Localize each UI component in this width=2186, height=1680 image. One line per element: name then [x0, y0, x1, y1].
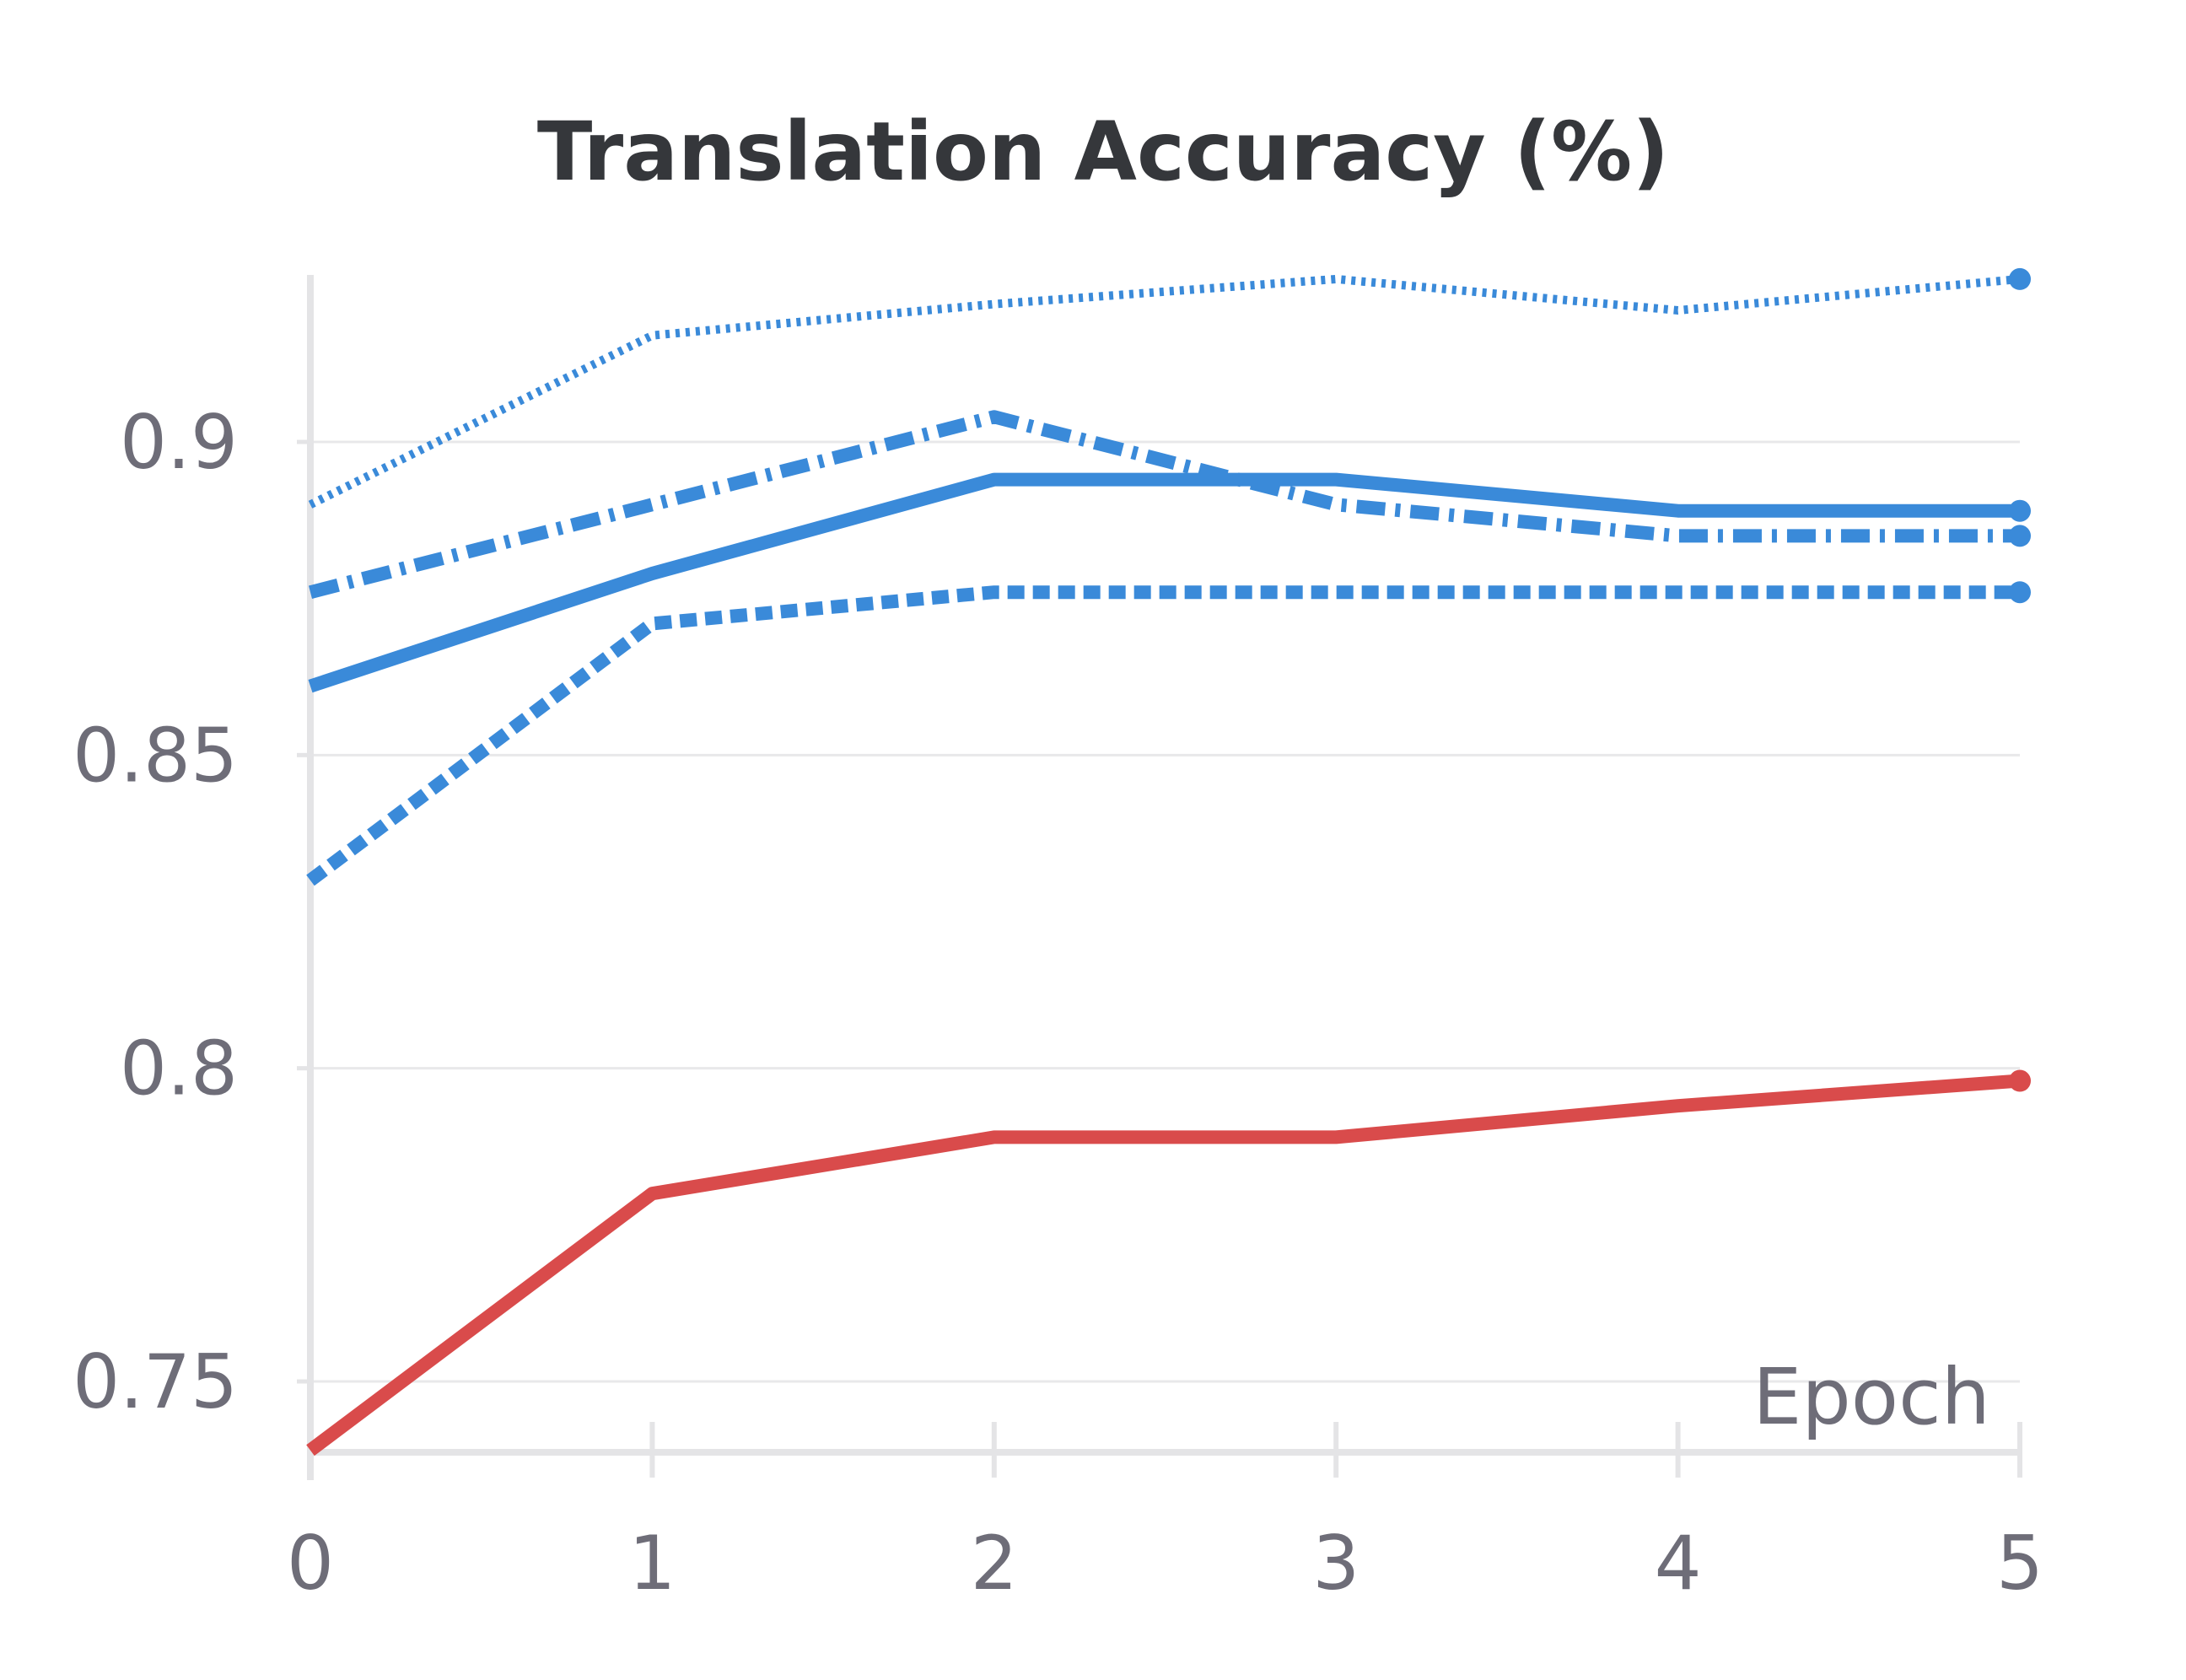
y-tick-label-0: 0.75: [73, 1338, 238, 1425]
series-end-point-1: [2009, 525, 2031, 547]
x-tick-label-5: 5: [1996, 1520, 2043, 1607]
series-line-3-dashed: [306, 585, 2020, 886]
y-tick-label-2: 0.85: [73, 712, 238, 799]
y-tick-label-1: 0.8: [120, 1026, 238, 1112]
series-line-4-solid: [306, 1074, 2021, 1457]
series-end-point-3: [2009, 581, 2031, 604]
x-tick-label-3: 3: [1312, 1520, 1360, 1607]
series-lines: [306, 267, 2031, 1457]
x-tick-label-1: 1: [628, 1520, 676, 1607]
series-end-point-2: [2009, 499, 2031, 522]
series-end-point-0: [2009, 267, 2031, 290]
series-end-point-4: [2009, 1069, 2031, 1092]
x-tick-label-2: 2: [971, 1520, 1018, 1607]
grid-lines: [297, 439, 2022, 1478]
series-line-1-dashdot: [309, 410, 2020, 599]
x-axis-label: Epoch: [1753, 1352, 1990, 1442]
series-line-0-dotted: [308, 274, 2021, 509]
x-tick-label-0: 0: [287, 1520, 334, 1607]
chart-title: Translation Accuracy (%): [537, 105, 1669, 199]
x-tick-label-4: 4: [1655, 1520, 1702, 1607]
series-line-2-solid: [308, 472, 2020, 693]
x-tick-labels: 0 1 2 3 4 5: [287, 1520, 2043, 1607]
y-tick-labels: 0.75 0.8 0.85 0.9: [73, 399, 238, 1425]
y-tick-label-3: 0.9: [120, 399, 238, 486]
